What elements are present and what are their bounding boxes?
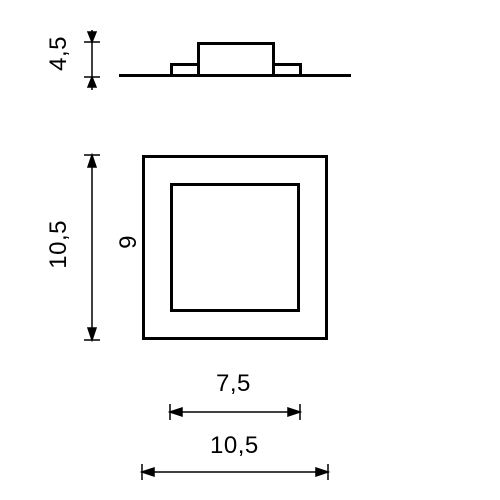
dim-label-10-5-v: 10,5 — [45, 220, 73, 269]
front-inner-square — [170, 183, 300, 312]
dim-label-9: 9 — [115, 235, 143, 249]
dim-arrow-10-5-v — [84, 155, 104, 340]
dim-label-10-5-h: 10,5 — [210, 432, 259, 460]
dim-arrow-4-5 — [84, 30, 104, 90]
profile-step-left — [170, 63, 197, 75]
dim-arrow-10-5-h — [142, 464, 328, 484]
dim-label-4-5: 4,5 — [45, 36, 73, 71]
profile-top-box — [197, 42, 275, 74]
dim-label-7-5: 7,5 — [216, 370, 251, 398]
profile-step-right — [275, 63, 302, 75]
profile-flange — [119, 74, 351, 77]
dim-arrow-7-5 — [170, 404, 300, 424]
drawing-canvas: 4,5 10,5 9 7,5 1 — [0, 0, 500, 500]
